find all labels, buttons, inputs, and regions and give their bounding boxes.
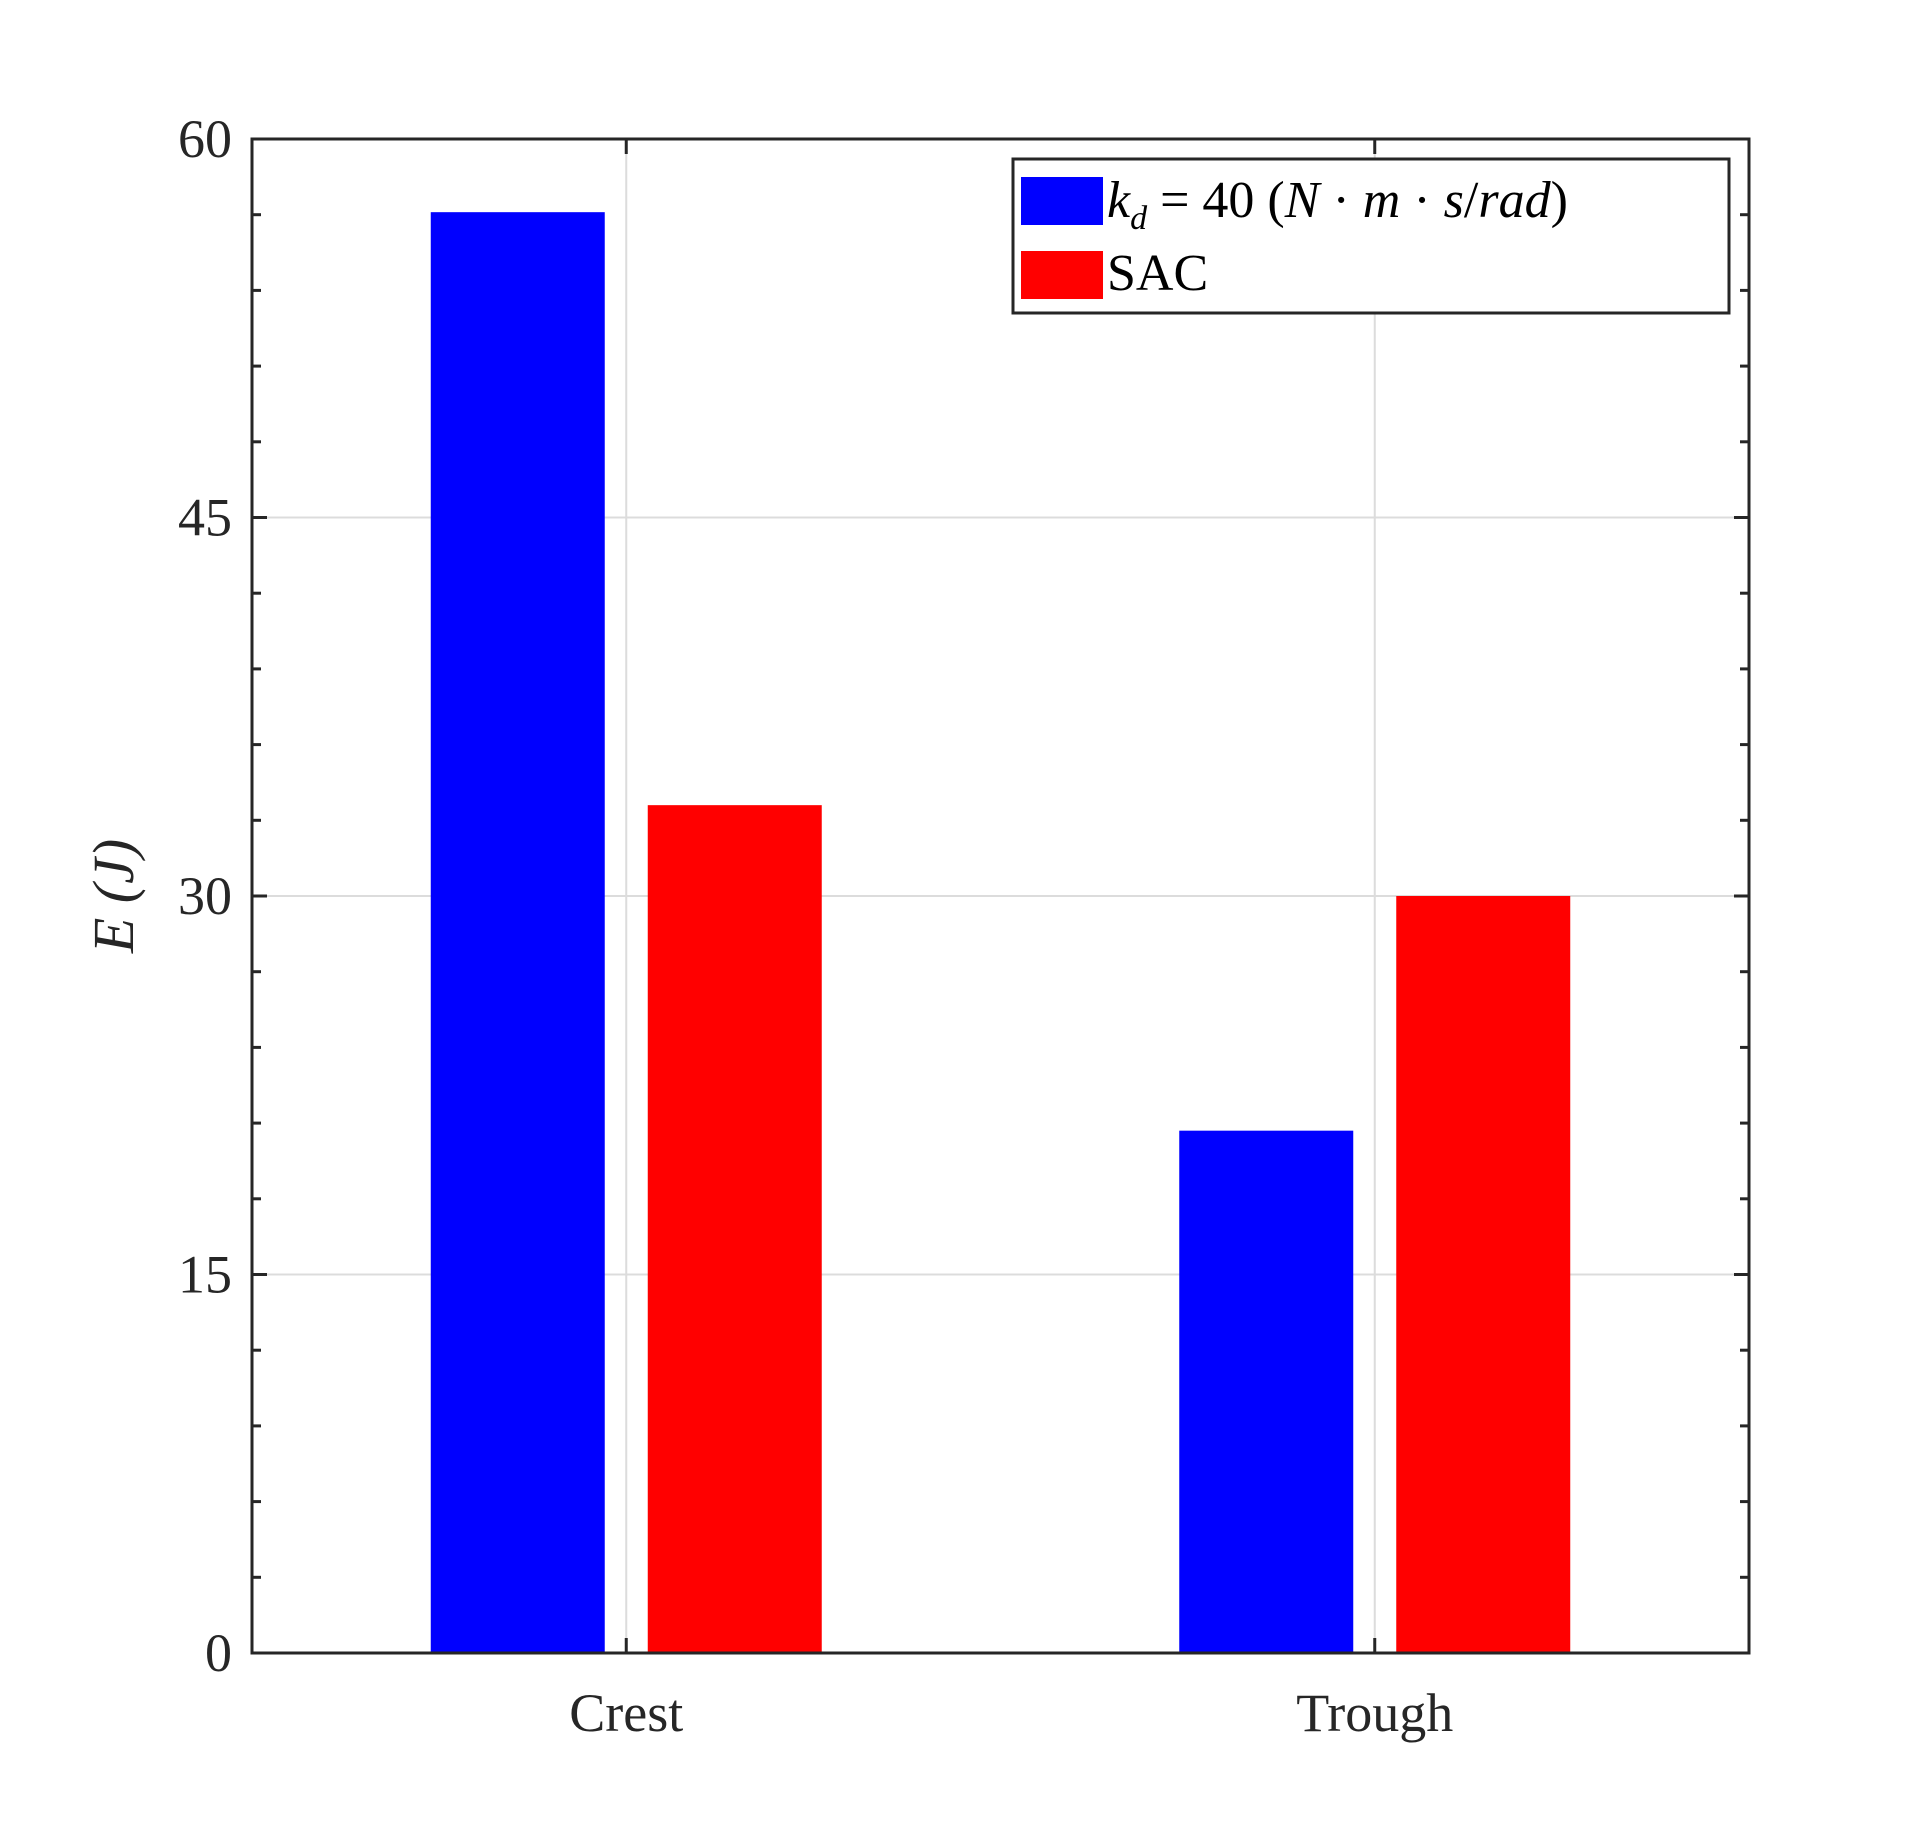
x-tick-label: Trough	[1296, 1683, 1453, 1743]
plot-area-frame	[250, 137, 1751, 1655]
bar	[430, 212, 605, 1654]
bar	[1179, 1130, 1354, 1653]
tick-labels: 0 15 30 45 60 Crest Trough	[178, 109, 1453, 1743]
x-tick-label: Crest	[569, 1683, 683, 1743]
legend-swatch-kd	[1021, 177, 1103, 225]
legend-label-sac: SAC	[1107, 245, 1208, 302]
bar	[647, 805, 822, 1653]
y-axis-title: E (J)	[81, 839, 146, 954]
y-tick-label: 0	[205, 1623, 232, 1683]
legend-swatch-sac	[1021, 251, 1103, 299]
y-tick-label: 60	[178, 109, 232, 169]
bar	[1396, 896, 1571, 1653]
legend: kd = 40 (N · m · s/rad) SAC	[1011, 157, 1731, 315]
legend-box	[1011, 157, 1731, 315]
legend-label-kd: kd = 40 (N · m · s/rad)	[1107, 172, 1568, 237]
y-tick-label: 30	[178, 866, 232, 926]
bars	[430, 212, 1571, 1654]
y-tick-label: 15	[178, 1245, 232, 1305]
y-tick-label: 45	[178, 488, 232, 548]
